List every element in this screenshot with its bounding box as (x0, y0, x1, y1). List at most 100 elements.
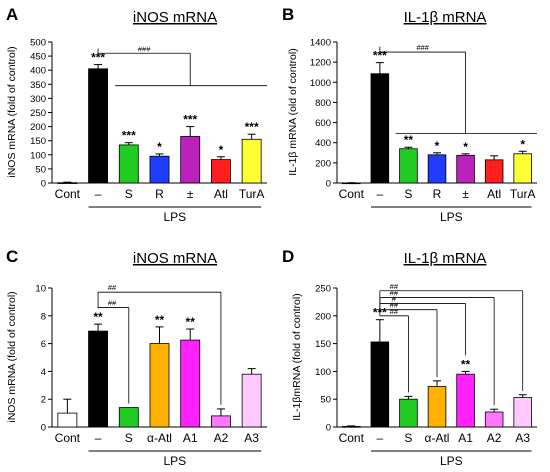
category-label: R (433, 187, 442, 201)
y-tick-label: 200 (315, 158, 331, 169)
y-tick-label: 350 (30, 80, 46, 91)
category-label: A2 (487, 431, 502, 445)
y-tick-label: 100 (30, 150, 46, 161)
y-tick-label: 1400 (310, 38, 331, 49)
chart-title: iNOS mRNA (133, 9, 217, 26)
bar (118, 144, 139, 184)
y-tick-label: 200 (315, 311, 331, 322)
comparison-label: ### (416, 43, 429, 52)
comparison-label: ## (390, 288, 399, 297)
y-axis-label: iNOS mRNA (fold of control) (6, 291, 18, 422)
y-axis-label: IL-1β mRNA (old of control) (287, 48, 299, 175)
category-label: α-Atl (147, 431, 172, 445)
bar (57, 412, 78, 428)
y-tick-label: 400 (30, 66, 46, 77)
bar (149, 155, 170, 184)
comparison-label: ## (108, 283, 117, 292)
significance-label: * (520, 137, 525, 151)
bar (484, 159, 504, 184)
category-label: TurA (510, 187, 536, 201)
x-axis-label: LPS (440, 454, 463, 468)
y-tick-label: 1000 (310, 78, 331, 89)
y-tick-label: 50 (35, 164, 46, 175)
bar (427, 386, 447, 428)
chart-title: IL-1β mRNA (404, 250, 487, 267)
bar (370, 73, 390, 184)
bar (427, 154, 447, 184)
category-label: – (377, 431, 384, 445)
bar (456, 154, 475, 184)
category-label: A3 (515, 431, 530, 445)
significance-label: ** (155, 313, 165, 327)
category-label: TurA (239, 187, 265, 201)
category-label: α-Atl (425, 431, 450, 445)
bar (399, 148, 418, 184)
category-label: Cont (55, 431, 81, 445)
significance-label: *** (245, 120, 259, 134)
category-label: Atl (487, 187, 501, 201)
y-tick-label: 500 (30, 38, 46, 49)
y-tick-label: 0 (41, 423, 46, 434)
category-label: – (95, 187, 102, 201)
comparison-label: ## (390, 307, 399, 316)
category-label: – (95, 431, 102, 445)
panel-d: D IL-1β mRNA IL-1βmRNA (fold of control) 0 5… (282, 247, 537, 468)
y-tick-label: 0 (41, 179, 46, 190)
bar (513, 397, 532, 428)
y-tick-label: 4 (41, 367, 46, 378)
comparison-label: ## (390, 301, 399, 310)
bar (118, 407, 139, 428)
panel-letter: A (6, 5, 18, 24)
significance-label: *** (91, 51, 105, 65)
y-tick-label: 100 (315, 367, 331, 378)
bar (241, 138, 262, 184)
comparison-label: ## (390, 282, 399, 291)
y-tick-label: 8 (41, 311, 46, 322)
y-tick-label: 600 (315, 118, 331, 129)
y-tick-label: 6 (41, 339, 46, 350)
x-axis-label: LPS (164, 210, 187, 224)
significance-label: ** (404, 133, 414, 147)
bar (180, 136, 201, 184)
y-tick-label: 150 (30, 136, 46, 147)
significance-label: ** (186, 315, 196, 329)
significance-label: ** (461, 357, 471, 371)
panel-letter: C (6, 247, 18, 266)
x-axis-label: LPS (440, 210, 463, 224)
panel-letter: B (282, 5, 294, 24)
y-tick-label: 250 (30, 108, 46, 119)
significance-label: * (219, 143, 224, 157)
bar (513, 153, 532, 184)
y-tick-label: 150 (315, 339, 331, 350)
bar (399, 398, 418, 428)
bar (370, 341, 390, 428)
significance-label: *** (122, 129, 136, 143)
category-label: S (125, 431, 133, 445)
category-label: S (404, 431, 412, 445)
category-label: S (404, 187, 412, 201)
y-tick-label: 50 (320, 395, 331, 406)
significance-label: ** (93, 310, 103, 324)
category-label: ± (462, 187, 469, 201)
bar (180, 339, 201, 428)
panel-letter: D (282, 247, 294, 266)
bar (456, 373, 475, 428)
bar (88, 330, 108, 428)
chart-title: IL-1β mRNA (404, 9, 487, 26)
category-label: Cont (55, 187, 81, 201)
y-tick-label: 10 (35, 284, 46, 295)
significance-label: * (435, 139, 440, 153)
comparison-label: ## (108, 298, 117, 307)
y-axis-label: iNOS mRNA (fold of control) (6, 46, 18, 177)
category-label: S (125, 187, 133, 201)
category-label: A3 (244, 431, 259, 445)
category-label: Cont (339, 431, 365, 445)
category-label: A1 (183, 431, 198, 445)
y-tick-label: 450 (30, 52, 46, 63)
bar (88, 68, 108, 184)
comparison-label: ### (138, 44, 151, 53)
y-tick-label: 0 (326, 423, 331, 434)
y-tick-label: 2 (41, 395, 46, 406)
